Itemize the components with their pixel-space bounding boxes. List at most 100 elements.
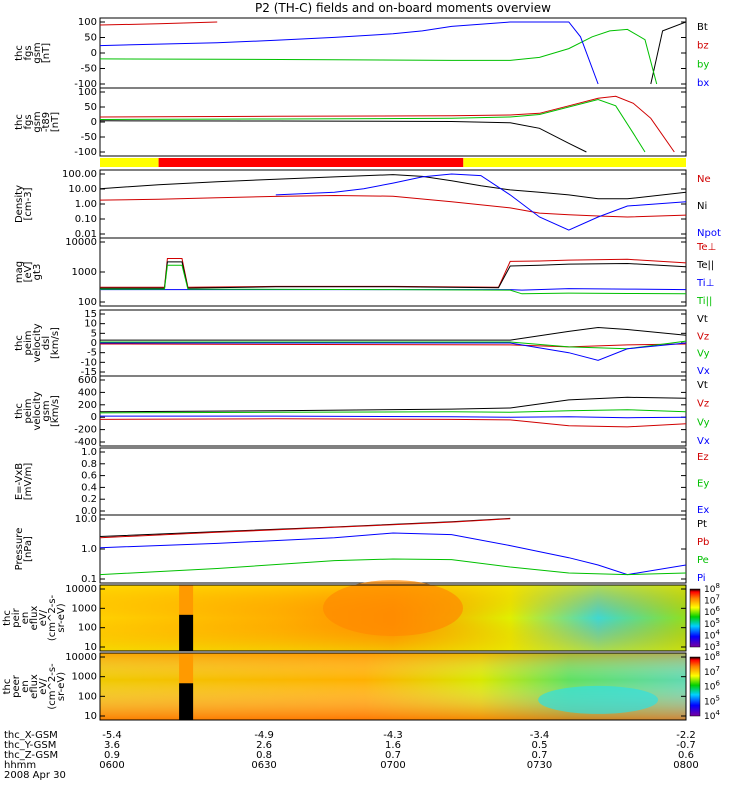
panel-frame [99, 237, 687, 307]
footer-date: 2008 Apr 30 [4, 770, 66, 781]
ylabel-line: dsl [41, 336, 52, 350]
ylabel-line: thc [14, 403, 25, 419]
panel-4: 10000 1000 100 mag[eV]gt3 Te⊥ Te|| Ti⊥ Ti|| [14, 237, 716, 308]
ytick-label: 10 [84, 642, 97, 653]
series-Bt [650, 21, 686, 85]
ytick-label: 400 [78, 387, 97, 398]
ytick-label: -15 [81, 367, 97, 378]
colorbar-exp: 8 [715, 582, 719, 590]
series-Npot [275, 173, 686, 231]
ylabel-line: sr-eV) [56, 672, 67, 701]
footer-label-y: thc_Y-GSM [4, 740, 56, 751]
legend-Ni: Ni [697, 201, 707, 212]
footer-value: -2.2 [676, 730, 696, 741]
footer-value: 0.7 [385, 750, 401, 761]
ytick-label: -100 [74, 147, 97, 158]
ylabel-line: velocity [32, 391, 43, 430]
ytick-label: 100 [78, 17, 97, 28]
footer-value: -4.9 [254, 730, 274, 741]
ytick-label: 10.00 [68, 184, 97, 195]
ylabel-line: eflux [29, 606, 40, 631]
panel-9: 10810710610510410310000100010010thcpeire… [2, 580, 720, 653]
legend-Vt: Vt [697, 380, 708, 391]
panel-8: 10.0 1.0 0.1 Pressure[nPa] Pt Pb Pe Pi [14, 514, 709, 585]
ytick-label: 0.8 [81, 459, 97, 470]
ytick-label: 10000 [65, 584, 97, 595]
legend-Pb: Pb [697, 537, 709, 548]
ylabel-line: gsm [32, 111, 43, 132]
panel-2 [100, 158, 686, 167]
panel-frame [99, 447, 687, 516]
ytick-label: 0.0 [81, 506, 97, 517]
colorbar-exp: 5 [715, 617, 719, 625]
ylabel-line: thc [14, 335, 25, 351]
ytick-label: -50 [81, 64, 97, 75]
colorbar-exp: 6 [715, 680, 720, 688]
ylabel-line: fgs [23, 114, 34, 129]
legend-Ti||: Ti|| [696, 296, 712, 307]
legend-Te||: Te|| [696, 260, 714, 271]
series-red [100, 95, 675, 153]
gap-top [179, 585, 194, 615]
ytick-label: 1.0 [81, 544, 97, 555]
ylabel-line: [cm-3] [23, 187, 34, 220]
ytick-label: 1000 [72, 672, 97, 683]
legend-Vt: Vt [697, 314, 708, 325]
legend-bz: bz [697, 41, 709, 52]
colorbar-label: 104 [704, 709, 720, 722]
ytick-label: 1000 [72, 603, 97, 614]
ytick-label: 50 [84, 102, 97, 113]
footer-value: 0.7 [532, 750, 548, 761]
panel-3: 100.00 10.00 1.00 0.10 0.01 Density[cm-3] Ne Ni… [14, 169, 721, 240]
ytick-label: 600 [78, 375, 97, 386]
series-Vy [100, 340, 686, 350]
legend-Ex: Ex [697, 505, 709, 516]
ylabel-line: en [20, 680, 31, 693]
footer-label-time: hhmm [4, 760, 36, 771]
footer-value: 0600 [99, 760, 124, 771]
series-by [100, 28, 658, 85]
ytick-label: 100 [78, 691, 97, 702]
ytick-label: 1.00 [75, 199, 97, 210]
ylabel-line: mag [14, 261, 25, 283]
footer-value: 2.6 [256, 740, 272, 751]
footer-value: -0.7 [676, 740, 696, 751]
legend-Vz: Vz [697, 399, 709, 410]
footer-value: -3.4 [530, 730, 550, 741]
ytick-label: 0.1 [81, 574, 97, 585]
ylabel-line: peim [23, 398, 34, 423]
legend-Pe: Pe [697, 555, 709, 566]
ytick-label: -10 [81, 357, 97, 368]
ylabel-line: E=-VxB [14, 463, 25, 500]
ytick-label: 100.00 [62, 169, 97, 180]
colorbar-exp: 3 [715, 640, 719, 648]
ylabel-line: (cm^2-s- [47, 594, 58, 641]
series-green [100, 98, 646, 153]
data-gap [179, 683, 194, 720]
ylabel-line: Pressure [14, 528, 25, 571]
colorbar [689, 656, 701, 717]
legend-Ez: Ez [697, 452, 709, 463]
ylabel-line: thc [2, 679, 13, 695]
ylabel-line: peir [11, 607, 22, 627]
footer-value: 0.5 [532, 740, 548, 751]
series-Ni [100, 174, 686, 200]
panel-10: 10810710610510410000100010010thcpeerenef… [2, 650, 720, 722]
colorbar-exp: 6 [715, 605, 720, 613]
ylabel-line: sr-eV) [56, 603, 67, 632]
legend-Ey: Ey [697, 479, 709, 490]
strip-segment-2 [463, 158, 686, 167]
series-bx [100, 21, 599, 85]
ytick-label: 200 [78, 400, 97, 411]
series-Pi [100, 532, 686, 576]
ytick-label: 100 [78, 623, 97, 634]
colorbar-exp: 7 [715, 665, 719, 673]
ytick-label: 0 [91, 48, 97, 59]
ytick-label: -200 [74, 425, 97, 436]
footer-value: -5.4 [102, 730, 122, 741]
series-black [100, 120, 587, 153]
